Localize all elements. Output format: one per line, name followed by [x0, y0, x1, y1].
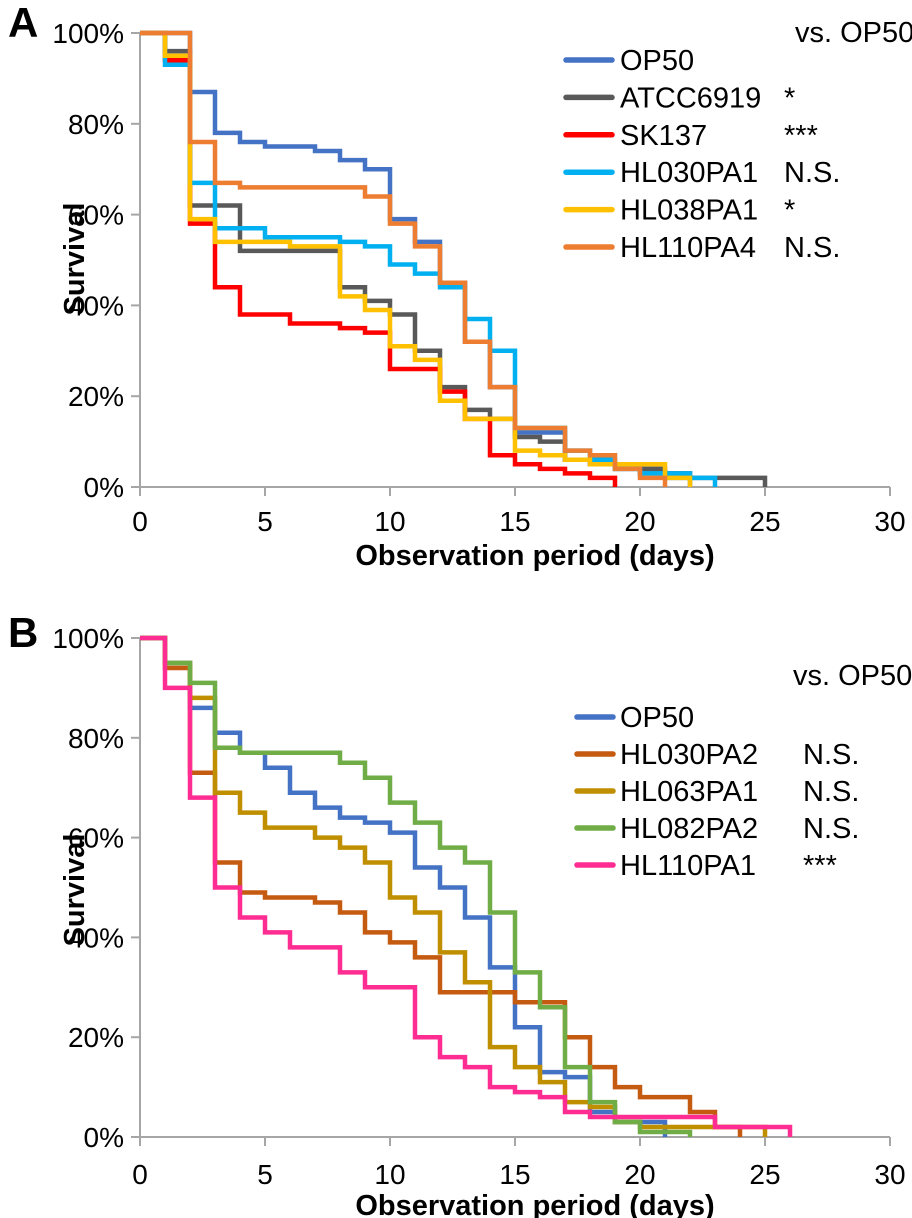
x-tick-label: 10	[374, 1159, 405, 1190]
significance-HL110PA1: ***	[803, 850, 837, 882]
y-axis-title: Survival	[59, 834, 91, 947]
panel-a-letter: A	[8, 0, 39, 46]
legend-header: vs. OP50	[795, 17, 912, 49]
x-axis-title: Observation period (days)	[355, 540, 714, 572]
y-tick-label: 20%	[68, 381, 124, 412]
x-tick-label: 10	[374, 506, 405, 537]
x-tick-label: 25	[749, 1159, 780, 1190]
legend-label-ATCC6919: ATCC6919	[620, 82, 761, 114]
panel-a-survival-chart: 0% 20% 40% 60% 80% 100% 0 5 10 15 20 25 30 Observatio…	[52, 17, 912, 572]
x-tick-label: 5	[257, 506, 273, 537]
legend-label-HL082PA2: HL082PA2	[620, 813, 758, 845]
y-axis-title: Survival	[59, 203, 91, 316]
panel-a: A 0% 20% 40% 60% 80% 100% 0 5 10 15 20 25 30 Observat…	[8, 0, 912, 572]
x-tick-label: 30	[874, 506, 905, 537]
significance-HL063PA1: N.S.	[803, 776, 859, 808]
y-tick-label: 60%	[68, 200, 124, 231]
legend-label-OP50: OP50	[620, 702, 694, 734]
x-tick-label: 20	[624, 506, 655, 537]
significance-ATCC6919: *	[784, 82, 795, 114]
x-axis-title: Observation period (days)	[355, 1190, 714, 1218]
y-tick-label: 20%	[68, 1022, 124, 1053]
panel-b: B 0% 20% 40% 60% 80% 100% 0 5 10 15 20 25 30 Observat…	[0, 609, 912, 1218]
significance-HL030PA1: N.S.	[784, 157, 840, 189]
significance-SK137: ***	[784, 120, 818, 152]
panel-b-survival-chart: 0% 20% 40% 60% 80% 100% 0 5 10 15 20 25 30 Observatio…	[52, 623, 912, 1218]
survival-curve-OP50	[140, 635, 668, 1137]
x-tick-label: 15	[499, 506, 530, 537]
y-tick-label: 80%	[68, 109, 124, 140]
y-tick-label: 100%	[52, 18, 124, 49]
survival-curve-OP50	[140, 30, 693, 487]
survival-curve-HL110PA4	[140, 30, 668, 487]
legend-label-HL030PA1: HL030PA1	[620, 157, 758, 189]
x-tick-label: 5	[257, 1159, 273, 1190]
legend-label-OP50: OP50	[620, 45, 694, 77]
panel-b-letter: B	[8, 609, 39, 656]
x-tick-label: 15	[499, 1159, 530, 1190]
y-tick-label: 0%	[84, 472, 124, 503]
y-tick-label: 40%	[68, 922, 124, 953]
significance-HL082PA2: N.S.	[803, 813, 859, 845]
x-tick-label: 30	[874, 1159, 905, 1190]
x-tick-label: 0	[132, 506, 148, 537]
significance-HL110PA4: N.S.	[784, 232, 840, 264]
survival-curve-HL038PA1	[140, 30, 693, 487]
survival-curve-SK137	[140, 30, 618, 487]
y-tick-label: 0%	[84, 1122, 124, 1153]
survival-curve-HL030PA2	[140, 635, 743, 1137]
x-tick-label: 25	[749, 506, 780, 537]
legend-header: vs. OP50	[793, 660, 912, 692]
legend-label-HL110PA1: HL110PA1	[620, 850, 756, 882]
survival-curve-HL110PA1	[140, 635, 793, 1137]
legend-label-HL038PA1: HL038PA1	[620, 195, 758, 227]
y-tick-label: 80%	[68, 723, 124, 754]
legend-label-HL030PA2: HL030PA2	[620, 739, 758, 771]
legend-label-HL110PA4: HL110PA4	[620, 232, 756, 264]
survival-curve-HL082PA2	[140, 635, 693, 1137]
y-tick-label: 100%	[52, 623, 124, 654]
y-tick-label: 60%	[68, 823, 124, 854]
legend-label-HL063PA1: HL063PA1	[620, 776, 758, 808]
legend-label-SK137: SK137	[620, 120, 707, 152]
y-tick-label: 40%	[68, 290, 124, 321]
significance-HL030PA2: N.S.	[803, 739, 859, 771]
significance-HL038PA1: *	[784, 195, 795, 227]
x-tick-label: 20	[624, 1159, 655, 1190]
x-tick-label: 0	[132, 1159, 148, 1190]
